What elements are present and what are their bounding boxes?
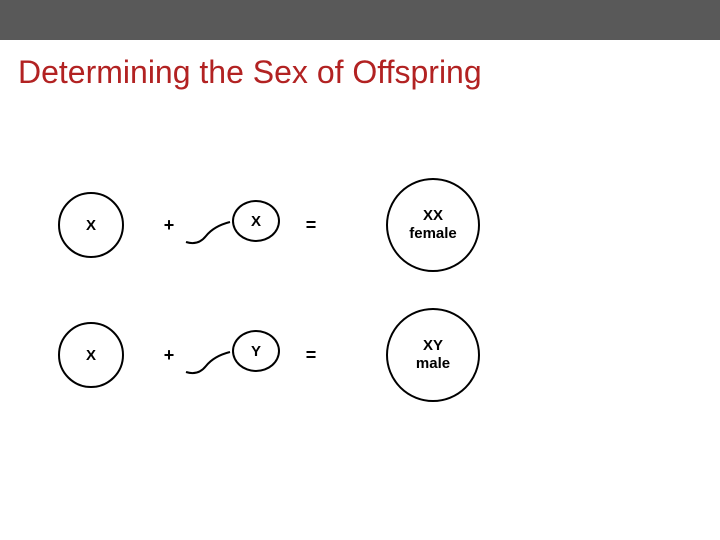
- result-phenotype: male: [416, 355, 450, 373]
- result-phenotype: female: [409, 225, 457, 243]
- header-band: [0, 0, 720, 40]
- equation-row: X + Y = XY male: [40, 300, 680, 410]
- equals-operator: =: [296, 215, 326, 236]
- plus-operator: +: [154, 345, 184, 366]
- sperm-cell: X: [184, 190, 284, 260]
- sperm-label: Y: [251, 343, 261, 360]
- equals-operator: =: [296, 345, 326, 366]
- page-title: Determining the Sex of Offspring: [0, 40, 720, 91]
- egg-label: X: [86, 347, 96, 364]
- sperm-head: X: [232, 200, 280, 242]
- result-cell: XX female: [386, 178, 480, 272]
- result-genotype: XY: [423, 337, 443, 355]
- egg-cell: X: [58, 322, 124, 388]
- sperm-head: Y: [232, 330, 280, 372]
- equation-row: X + X = XX female: [40, 170, 680, 280]
- result-genotype: XX: [423, 207, 443, 225]
- diagram-area: X + X = XX female X + Y: [40, 170, 680, 430]
- result-cell: XY male: [386, 308, 480, 402]
- egg-label: X: [86, 217, 96, 234]
- sperm-label: X: [251, 213, 261, 230]
- sperm-cell: Y: [184, 320, 284, 390]
- egg-cell: X: [58, 192, 124, 258]
- plus-operator: +: [154, 215, 184, 236]
